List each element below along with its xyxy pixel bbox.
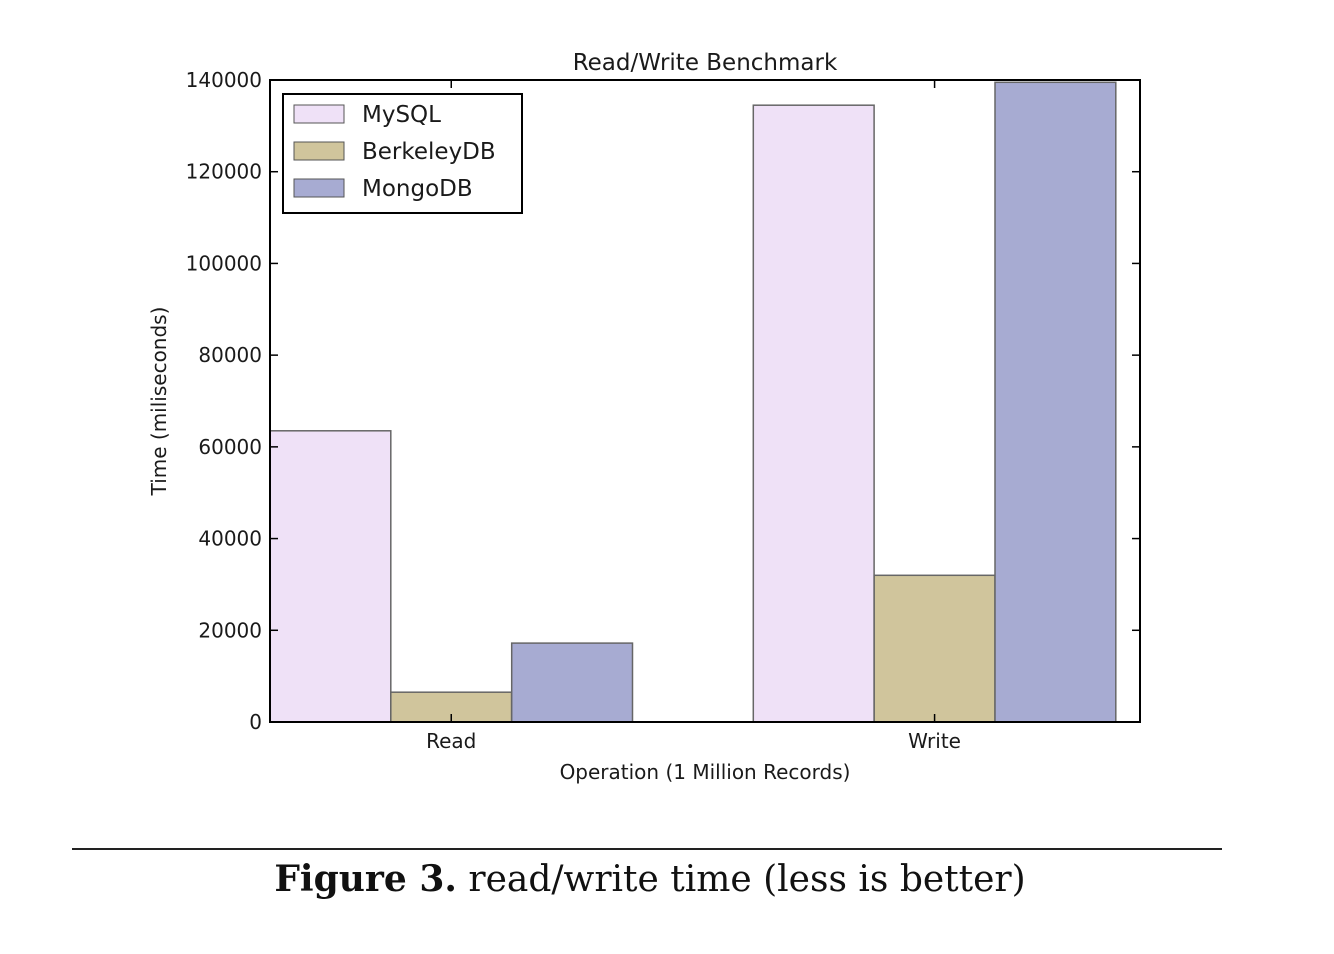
- bar-mysql-write: [752, 104, 875, 723]
- chart-title: Read/Write Benchmark: [573, 50, 838, 76]
- y-tick-label: 40000: [198, 527, 262, 551]
- caption-text: read/write time (less is better): [468, 859, 1026, 900]
- bar-berkeleydb-write: [873, 574, 996, 723]
- y-tick-label: 100000: [186, 251, 262, 275]
- legend-label-berkeleydb: BerkeleyDB: [362, 139, 496, 165]
- legend-swatch-mysql: [293, 104, 345, 124]
- y-tick-label: 0: [249, 710, 262, 734]
- x-tick-label: Write: [908, 729, 961, 753]
- y-tick-label: 120000: [186, 160, 262, 184]
- legend: MySQL BerkeleyDB MongoDB: [282, 93, 523, 214]
- figure-caption: Figure 3. read/write time (less is bette…: [0, 858, 1300, 900]
- bars-layer: [269, 81, 1117, 723]
- bar-chart: 0 20000 40000 60000 80000 100000 120000 140000 R…: [147, 50, 1141, 784]
- bar-mongodb-read: [510, 642, 634, 723]
- caption-label: Figure 3.: [274, 858, 457, 900]
- ticks-layer: 0 20000 40000 60000 80000 100000 120000 140000 R…: [186, 68, 1140, 753]
- x-tick-label: Read: [426, 729, 476, 753]
- bar-mongodb-write: [994, 81, 1117, 723]
- y-tick-label: 20000: [198, 618, 262, 642]
- plot-frame: [269, 79, 1141, 723]
- legend-label-mysql: MySQL: [362, 102, 441, 128]
- caption-divider: [72, 848, 1222, 850]
- bar-mysql-read: [269, 430, 392, 723]
- legend-label-mongodb: MongoDB: [362, 176, 473, 202]
- legend-swatch-mongodb: [293, 178, 345, 198]
- y-tick-label: 60000: [198, 435, 262, 459]
- x-axis-label: Operation (1 Million Records): [560, 760, 851, 784]
- legend-swatch-berkeleydb: [293, 141, 345, 161]
- y-axis-label: Time (miliseconds): [147, 307, 171, 497]
- y-tick-label: 80000: [198, 343, 262, 367]
- y-tick-label: 140000: [186, 68, 262, 92]
